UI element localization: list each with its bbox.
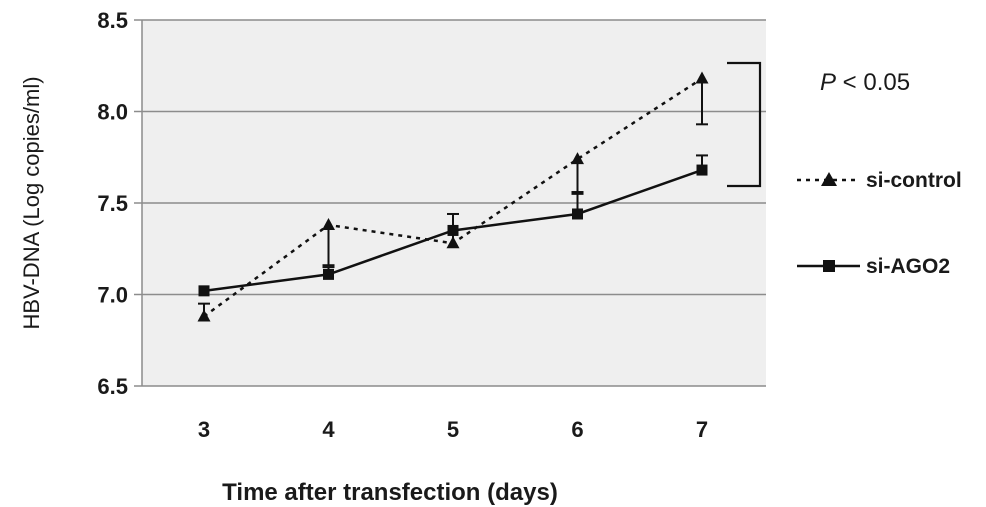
x-tick-label: 3 bbox=[198, 417, 210, 442]
legend-label-si-control: si-control bbox=[866, 169, 962, 192]
y-tick-labels: 6.5 7.0 7.5 8.0 8.5 bbox=[97, 8, 128, 399]
y-axis-title: HBV-DNA (Log copies/ml) bbox=[19, 76, 44, 329]
x-tick-label: 7 bbox=[696, 417, 708, 442]
data-point-si-AGO2-7 bbox=[696, 164, 708, 176]
legend: si-control si-AGO2 bbox=[797, 169, 962, 278]
y-tick-label: 7.5 bbox=[97, 191, 128, 216]
data-point-si-control-3 bbox=[197, 309, 211, 322]
legend-label-si-AGO2: si-AGO2 bbox=[866, 255, 950, 278]
series-markers bbox=[197, 71, 709, 322]
x-tick-label: 6 bbox=[571, 417, 583, 442]
legend-marker-si-AGO2 bbox=[823, 260, 835, 272]
p-symbol: P bbox=[820, 69, 836, 96]
data-point-si-control-7 bbox=[695, 71, 709, 84]
data-point-si-AGO2-3 bbox=[198, 285, 210, 297]
y-tick-label: 8.5 bbox=[97, 8, 128, 33]
x-axis-title: Time after transfection (days) bbox=[222, 479, 558, 506]
y-tick-label: 8.0 bbox=[97, 100, 128, 125]
y-tick-label: 6.5 bbox=[97, 374, 128, 399]
x-tick-label: 4 bbox=[322, 417, 335, 442]
y-tick-label: 7.0 bbox=[97, 283, 128, 308]
data-point-si-control-4 bbox=[322, 217, 335, 230]
x-tick-labels: 3 4 5 6 7 bbox=[198, 417, 708, 442]
data-point-si-AGO2-5 bbox=[447, 224, 459, 236]
data-point-si-AGO2-4 bbox=[323, 268, 334, 280]
x-tick-label: 5 bbox=[447, 417, 459, 442]
data-point-si-control-5 bbox=[446, 236, 460, 249]
significance-bracket bbox=[727, 61, 762, 188]
p-value-annotation: P < 0.05 bbox=[820, 69, 910, 96]
data-point-si-control-6 bbox=[571, 152, 584, 165]
legend-marker-si-control bbox=[821, 172, 837, 186]
p-comparison: < 0.05 bbox=[836, 69, 910, 96]
gridlines bbox=[134, 19, 766, 387]
data-point-si-AGO2-6 bbox=[572, 208, 583, 220]
